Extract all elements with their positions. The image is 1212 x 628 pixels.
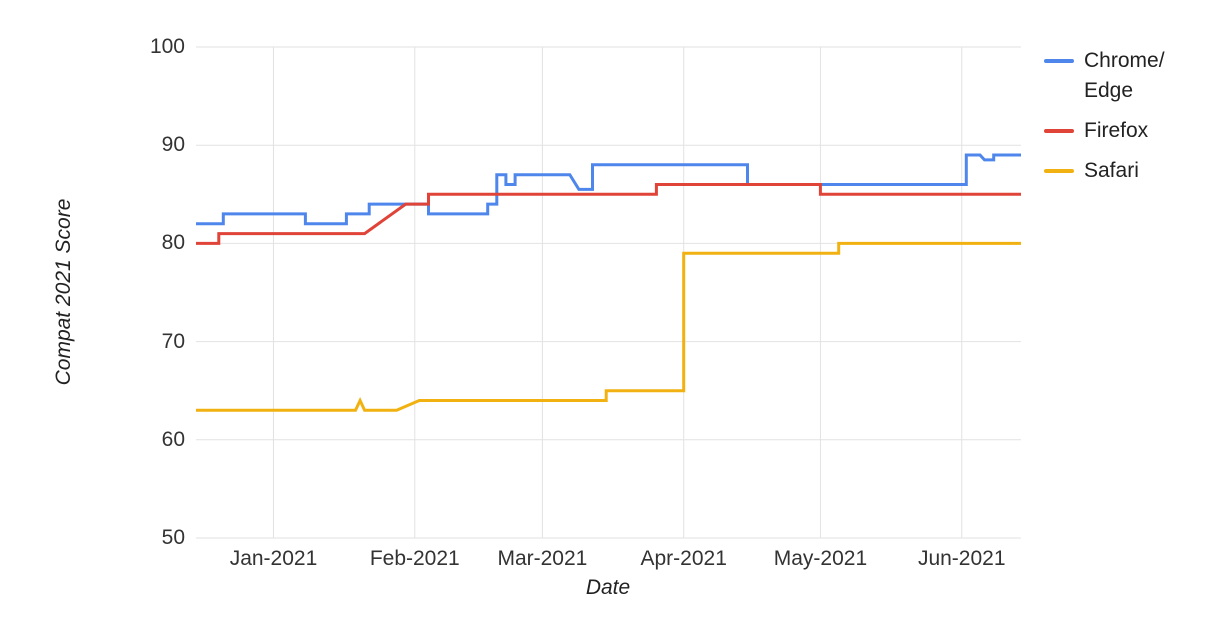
legend-swatch [1044, 169, 1074, 173]
legend-label-line: Chrome/ [1084, 49, 1165, 72]
legend-label: Chrome/Edge [1084, 46, 1165, 106]
legend-label: Firefox [1084, 116, 1148, 146]
legend-label-line: Firefox [1084, 119, 1149, 142]
y-tick-label: 50 [161, 526, 185, 549]
x-tick-label: Apr-2021 [640, 547, 727, 570]
x-tick-label: May-2021 [773, 547, 868, 570]
x-axis-title: Date [585, 576, 631, 599]
x-tick-label: Jun-2021 [917, 547, 1006, 570]
x-tick-label: Feb-2021 [369, 547, 460, 570]
legend-label: Safari [1084, 156, 1139, 186]
legend-swatch [1044, 129, 1074, 133]
legend-item-firefox: Firefox [1044, 116, 1165, 146]
series-line-safari [196, 241, 1021, 412]
y-tick-label: 80 [161, 231, 185, 255]
series-line-chrome-edge [196, 153, 1021, 226]
y-tick-label: 60 [161, 427, 185, 451]
legend: Chrome/Edge Firefox Safari [1044, 46, 1165, 196]
legend-item-safari: Safari [1044, 156, 1165, 186]
legend-label-line: Edge [1084, 79, 1134, 102]
legend-swatch [1044, 59, 1074, 63]
series-line-firefox [196, 183, 1021, 245]
legend-label-line: Safari [1084, 159, 1139, 182]
y-tick-label: 70 [161, 329, 185, 353]
legend-item-chrome-edge: Chrome/Edge [1044, 46, 1165, 106]
x-tick-label: Mar-2021 [497, 547, 588, 570]
y-axis-title: Compat 2021 Score [52, 198, 75, 386]
y-tick-label: 100 [149, 35, 185, 58]
x-tick-label: Jan-2021 [229, 547, 318, 570]
y-tick-label: 90 [161, 133, 185, 157]
